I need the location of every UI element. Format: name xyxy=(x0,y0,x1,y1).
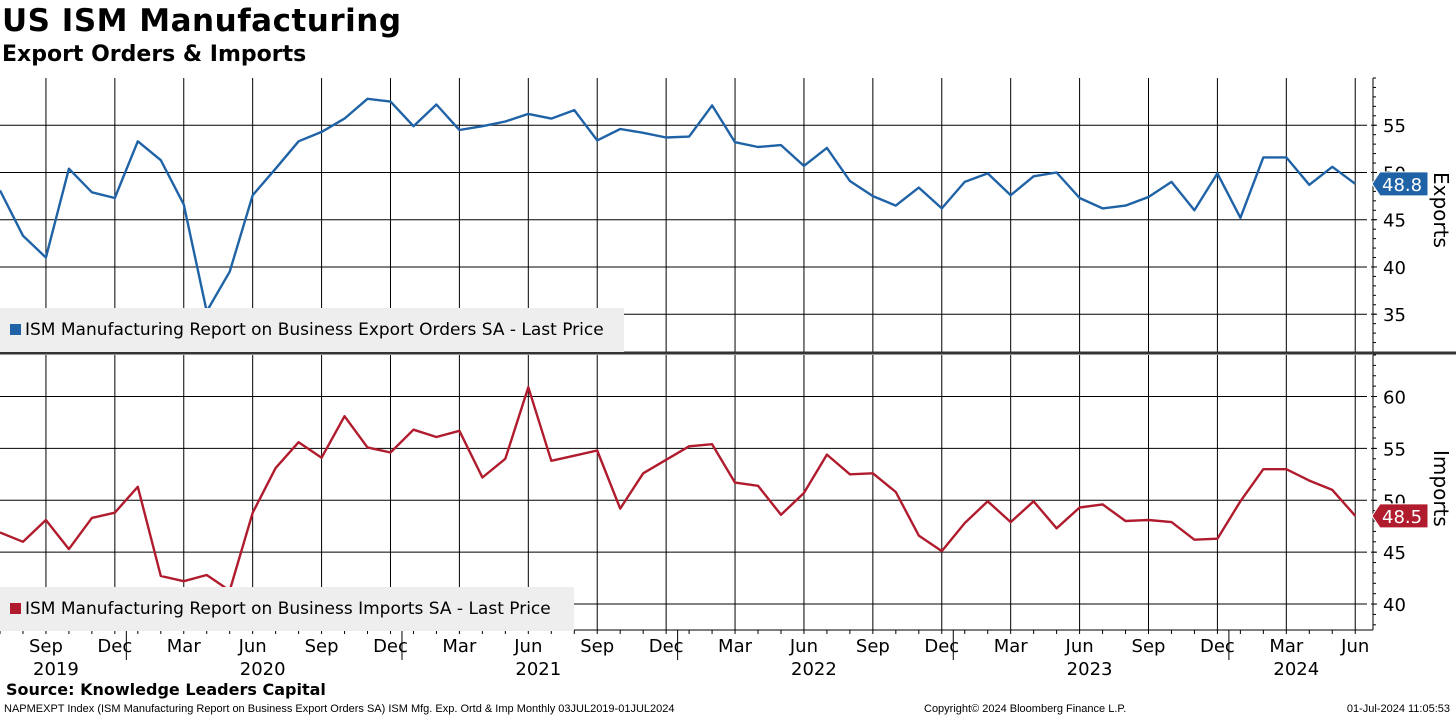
exports-ytick-label: 45 xyxy=(1383,211,1406,232)
exports-series-line xyxy=(0,97,1356,313)
footer-index-description: NAPMEXPT Index (ISM Manufacturing Report… xyxy=(4,703,675,715)
imports-last-value-box xyxy=(1371,503,1429,529)
x-month-label: Mar xyxy=(442,636,477,657)
x-month-label: Mar xyxy=(718,636,753,657)
exports-last-value-label: 48.8 xyxy=(1382,175,1422,196)
imports-ytick-label: 55 xyxy=(1383,439,1406,460)
x-month-label: Dec xyxy=(373,636,408,657)
exports-ytick-label: 55 xyxy=(1383,116,1406,137)
exports-last-value-tag: 48.8 xyxy=(1371,171,1429,197)
x-month-label: Sep xyxy=(580,636,614,657)
x-month-label: Sep xyxy=(856,636,890,657)
legend-exports: ISM Manufacturing Report on Business Exp… xyxy=(0,308,624,352)
exports-axis-title: Exports xyxy=(1429,172,1453,248)
imports-series-line xyxy=(0,386,1357,592)
x-month-label: Mar xyxy=(994,636,1029,657)
x-month-label: Sep xyxy=(305,636,339,657)
imports-ytick-label: 45 xyxy=(1383,543,1406,564)
chart-subtitle: Export Orders & Imports xyxy=(2,42,307,67)
chart-title: US ISM Manufacturing xyxy=(2,3,402,39)
x-year-label: 2019 xyxy=(33,659,79,680)
exports-ytick-label: 40 xyxy=(1383,258,1406,279)
legend-exports-swatch xyxy=(10,324,21,335)
x-month-label: Mar xyxy=(167,636,202,657)
x-month-label: Jun xyxy=(238,636,267,657)
source-note: Source: Knowledge Leaders Capital xyxy=(6,680,326,699)
exports-last-value-box xyxy=(1371,171,1429,197)
imports-ytick-label: 40 xyxy=(1383,595,1406,616)
footer-timestamp: 01-Jul-2024 11:05:53 xyxy=(1346,703,1450,715)
x-month-label: Jun xyxy=(513,636,542,657)
x-month-label: Sep xyxy=(29,636,63,657)
footer-copyright: Copyright© 2024 Bloomberg Finance L.P. xyxy=(924,703,1127,715)
x-month-label: Mar xyxy=(1269,636,1304,657)
legend-imports: ISM Manufacturing Report on Business Imp… xyxy=(0,587,574,631)
x-month-label: Dec xyxy=(924,636,959,657)
x-month-label: Jun xyxy=(1340,636,1369,657)
legend-imports-label: ISM Manufacturing Report on Business Imp… xyxy=(25,599,551,619)
x-month-label: Dec xyxy=(649,636,684,657)
x-year-label: 2020 xyxy=(240,659,286,680)
x-month-label: Sep xyxy=(1132,636,1166,657)
legend-imports-swatch xyxy=(10,603,21,614)
x-month-label: Dec xyxy=(1200,636,1235,657)
x-year-label: 2022 xyxy=(791,659,837,680)
x-year-label: 2023 xyxy=(1067,659,1113,680)
x-month-label: Jun xyxy=(1065,636,1094,657)
imports-last-value-label: 48.5 xyxy=(1382,507,1422,528)
exports-ytick-label: 35 xyxy=(1383,305,1406,326)
x-year-label: 2021 xyxy=(515,659,561,680)
x-year-label: 2024 xyxy=(1273,659,1319,680)
x-month-label: Jun xyxy=(789,636,818,657)
imports-ytick-label: 60 xyxy=(1383,388,1406,409)
legend-exports-label: ISM Manufacturing Report on Business Exp… xyxy=(25,320,604,340)
imports-last-value-tag: 48.5 xyxy=(1371,503,1429,529)
x-month-label: Dec xyxy=(97,636,132,657)
imports-axis-title: Imports xyxy=(1429,450,1453,527)
